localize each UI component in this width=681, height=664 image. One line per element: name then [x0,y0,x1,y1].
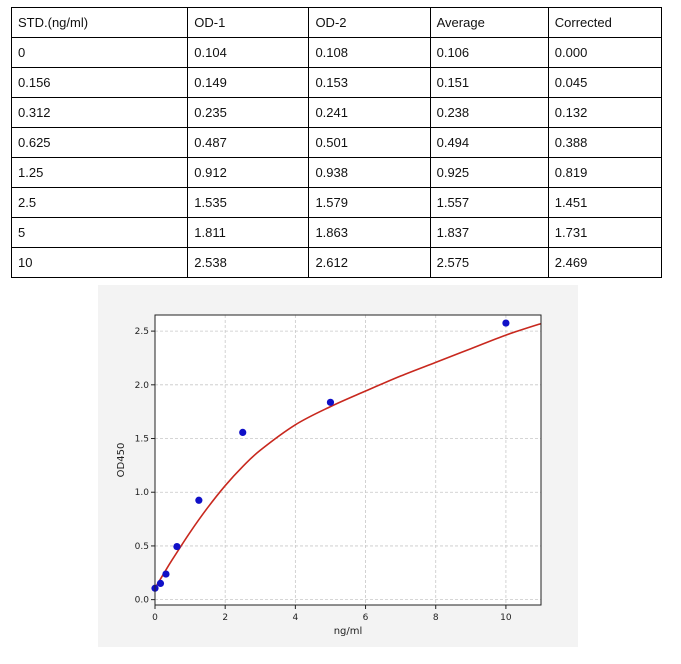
table-row: 2.5 1.535 1.579 1.557 1.451 [10,187,663,218]
table-cell: 2.575 [429,247,549,278]
table-row: 0.312 0.235 0.241 0.238 0.132 [10,97,663,128]
table-cell: 0.238 [429,97,549,128]
table-cell: 0.912 [187,157,310,188]
table-cell: 0.241 [308,97,431,128]
standard-curve-chart: 0 2 4 6 8 10 0.0 0.5 1.0 1.5 2.0 2.5 ng/ml OD450 [116,314,542,637]
x-axis-label: ng/ml [334,626,363,637]
data-point [173,542,181,551]
table-cell: 0.045 [547,67,663,98]
table-cell: 1.731 [547,217,663,248]
table-cell: 1.451 [547,187,663,218]
standard-curve-table: STD.(ng/ml) OD-1 OD-2 Average Corrected … [10,7,663,278]
table-row: 0.156 0.149 0.153 0.151 0.045 [10,67,663,98]
table-cell: 1.557 [429,187,549,218]
table-cell: 0.625 [10,127,189,158]
header-od1: OD-1 [187,7,310,38]
data-point [195,496,203,504]
x-tick-label: 10 [500,613,512,623]
table-row: 10 2.538 2.612 2.575 2.469 [10,247,663,278]
data-point [156,579,165,588]
plot-frame [154,314,542,606]
header-average: Average [429,7,549,38]
header-std: STD.(ng/ml) [10,7,189,38]
data-point [502,319,510,327]
table-cell: 5 [10,217,189,248]
x-tick-label: 0 [152,613,158,623]
y-tick-label: 0.5 [135,542,149,552]
table-cell: 2.538 [187,247,310,278]
table-cell: 0.149 [187,67,310,98]
table-cell: 0.156 [10,67,189,98]
table-cell: 0.388 [547,127,663,158]
chart-panel: 0 2 4 6 8 10 0.0 0.5 1.0 1.5 2.0 2.5 ng/ml OD450 [98,285,578,647]
table-cell: 0.132 [547,97,663,128]
x-tick-label: 8 [433,613,439,623]
table-cell: 1.579 [308,187,431,218]
table-row: 0 0.104 0.108 0.106 0.000 [10,37,663,68]
table-cell: 0.312 [10,97,189,128]
table-cell: 0.487 [187,127,310,158]
table-cell: 0 [10,37,189,68]
x-tick-label: 2 [222,613,228,623]
table-row: 0.625 0.487 0.501 0.494 0.388 [10,127,663,158]
header-od2: OD-2 [308,7,431,38]
y-axis-ticks: 0.0 0.5 1.0 1.5 2.0 2.5 [135,327,155,606]
table-cell: 0.235 [187,97,310,128]
x-tick-label: 4 [292,613,298,623]
table-cell: 0.108 [308,37,431,68]
table-cell: 1.25 [10,157,189,188]
table-cell: 0.494 [429,127,549,158]
data-points-layer [151,319,510,592]
y-tick-label: 2.0 [135,381,150,391]
table-cell: 10 [10,247,189,278]
x-axis-ticks: 0 2 4 6 8 10 [152,605,512,623]
table-cell: 0.104 [187,37,310,68]
fit-curve [154,322,542,589]
y-tick-label: 1.5 [135,435,149,445]
header-corrected: Corrected [547,7,663,38]
table-cell: 1.811 [187,217,310,248]
table-header-row: STD.(ng/ml) OD-1 OD-2 Average Corrected [10,7,663,38]
table-cell: 1.535 [187,187,310,218]
y-tick-label: 1.0 [135,488,150,498]
table-cell: 0.501 [308,127,431,158]
table-cell: 0.925 [429,157,549,188]
fit-curve-layer [154,322,542,589]
table-cell: 1.863 [308,217,431,248]
data-point [326,398,335,406]
table-cell: 0.106 [429,37,549,68]
grid-lines-front [154,315,541,605]
table-cell: 0.938 [308,157,431,188]
plot-area [155,315,541,605]
table-cell: 1.837 [429,217,549,248]
table-row: 1.25 0.912 0.938 0.925 0.819 [10,157,663,188]
table-cell: 2.5 [10,187,189,218]
table-cell: 0.000 [547,37,663,68]
table-cell: 2.612 [308,247,431,278]
table-cell: 0.819 [547,157,663,188]
y-tick-label: 2.5 [135,327,149,337]
y-axis-label: OD450 [116,443,127,478]
x-tick-label: 6 [363,613,369,623]
table-cell: 0.151 [429,67,549,98]
table-cell: 2.469 [547,247,663,278]
table-row: 5 1.811 1.863 1.837 1.731 [10,217,663,248]
y-tick-label: 0.0 [135,596,150,606]
data-point [239,428,247,436]
data-point [162,570,170,578]
table-cell: 0.153 [308,67,431,98]
